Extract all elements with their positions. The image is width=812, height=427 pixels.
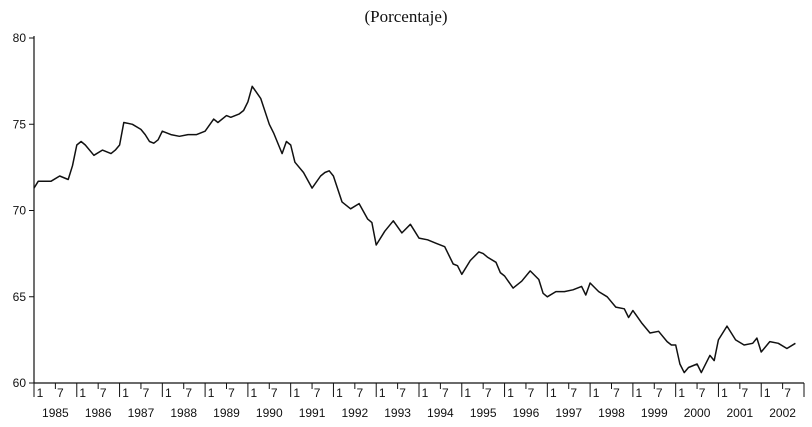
x-year-label: 2001: [726, 406, 753, 420]
y-tick-label: 60: [13, 376, 27, 390]
x-month-label: 1: [464, 386, 471, 400]
x-month-label: 7: [442, 386, 449, 400]
x-month-label: 1: [550, 386, 557, 400]
x-year-label: 1999: [641, 406, 668, 420]
x-month-label: 1: [379, 386, 386, 400]
x-year-label: 1989: [213, 406, 240, 420]
x-month-label: 1: [79, 386, 86, 400]
y-tick-label: 70: [13, 204, 27, 218]
x-year-label: 1996: [513, 406, 540, 420]
x-month-label: 7: [656, 386, 663, 400]
x-month-label: 1: [251, 386, 258, 400]
x-month-label: 7: [185, 386, 192, 400]
x-month-label: 1: [293, 386, 300, 400]
x-year-label: 1985: [42, 406, 69, 420]
x-year-label: 1995: [470, 406, 497, 420]
x-month-label: 7: [784, 386, 791, 400]
x-month-label: 1: [122, 386, 129, 400]
x-month-label: 7: [57, 386, 64, 400]
x-month-label: 7: [528, 386, 535, 400]
x-month-label: 1: [37, 386, 44, 400]
x-year-label: 1994: [427, 406, 454, 420]
x-month-label: 1: [636, 386, 643, 400]
series-layer: [33, 85, 796, 374]
x-month-label: 1: [422, 386, 429, 400]
x-month-label: 7: [485, 386, 492, 400]
x-year-label: 2002: [769, 406, 796, 420]
x-year-label: 1987: [128, 406, 155, 420]
x-month-label: 7: [271, 386, 278, 400]
y-tick-label: 80: [13, 31, 27, 45]
x-month-label: 1: [678, 386, 685, 400]
x-year-label: 1991: [299, 406, 326, 420]
x-year-label: 2000: [684, 406, 711, 420]
x-year-label: 1990: [256, 406, 283, 420]
x-month-label: 1: [208, 386, 215, 400]
x-month-label: 7: [228, 386, 235, 400]
x-year-label: 1988: [170, 406, 197, 420]
series-line: [33, 85, 796, 374]
x-month-label: 7: [699, 386, 706, 400]
x-month-label: 1: [593, 386, 600, 400]
x-month-label: 1: [721, 386, 728, 400]
x-month-label: 7: [741, 386, 748, 400]
x-month-label: 1: [165, 386, 172, 400]
x-month-label: 7: [100, 386, 107, 400]
x-month-label: 7: [613, 386, 620, 400]
x-month-label: 7: [399, 386, 406, 400]
y-tick-label: 75: [13, 117, 27, 131]
x-year-label: 1998: [598, 406, 625, 420]
x-year-label: 1986: [85, 406, 112, 420]
x-month-label: 1: [336, 386, 343, 400]
x-month-label: 1: [764, 386, 771, 400]
x-year-label: 1992: [341, 406, 368, 420]
x-year-label: 1997: [555, 406, 582, 420]
chart-title: (Porcentaje): [364, 7, 447, 26]
x-month-label: 7: [314, 386, 321, 400]
x-month-label: 7: [356, 386, 363, 400]
y-axis: 60 65 70 75 80: [13, 31, 35, 390]
x-month-label: 7: [570, 386, 577, 400]
x-year-label: 1993: [384, 406, 411, 420]
y-tick-label: 65: [13, 290, 27, 304]
x-month-label: 1: [507, 386, 514, 400]
x-month-label: 7: [143, 386, 150, 400]
